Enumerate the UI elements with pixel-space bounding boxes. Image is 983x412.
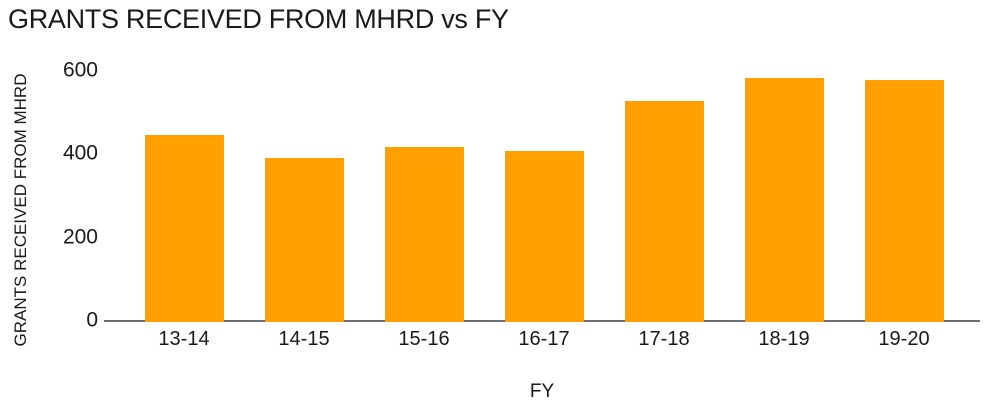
bar-15-16: [384, 147, 464, 322]
x-tick-label: 17-18: [638, 328, 690, 350]
x-axis: 13-14 14-15 15-16 16-17 17-18 18-19 19-20: [104, 328, 980, 354]
bar-13-14: [144, 134, 224, 322]
bar-16-17: [504, 151, 584, 322]
x-tick-label: 18-19: [758, 328, 810, 350]
y-tick-label: 0: [86, 308, 98, 332]
bar-14-15: [264, 157, 344, 322]
y-tick-label: 200: [62, 225, 98, 249]
x-tick-label: 13-14: [158, 328, 210, 350]
bar-18-19: [744, 78, 824, 322]
x-tick-label: 19-20: [878, 328, 930, 350]
y-tick-label: 400: [62, 141, 98, 165]
y-tick-label: 600: [62, 58, 98, 82]
x-tick-label: 15-16: [398, 328, 450, 350]
y-axis: 0 200 400 600: [0, 0, 98, 412]
chart-title: GRANTS RECEIVED FROM MHRD vs FY: [8, 4, 509, 34]
x-tick-label: 14-15: [278, 328, 330, 350]
plot-area: [104, 70, 980, 322]
bar-17-18: [624, 101, 704, 322]
bar-19-20: [864, 80, 944, 322]
x-tick-label: 16-17: [518, 328, 570, 350]
x-axis-title: FY: [529, 381, 555, 402]
